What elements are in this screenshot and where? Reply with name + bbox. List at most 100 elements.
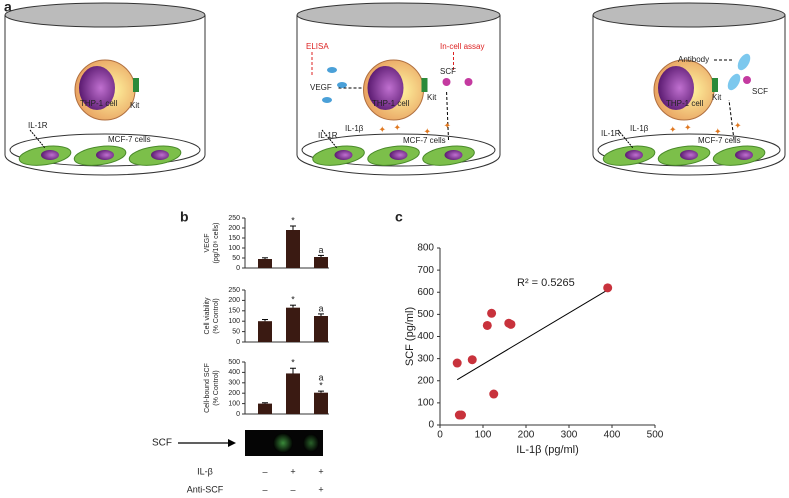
kit-label: Kit	[427, 93, 437, 102]
y-tick-label: 50	[232, 255, 240, 262]
vegf	[327, 67, 337, 73]
arrow	[29, 129, 46, 149]
y-tick-label: 500	[417, 309, 434, 320]
y-tick-label: 400	[417, 331, 434, 342]
annotation: *	[291, 295, 295, 305]
arrow-head	[228, 439, 236, 447]
annotation: a	[318, 245, 323, 255]
y-tick-label: 200	[228, 225, 240, 232]
mcf7-nucleus	[735, 150, 753, 160]
receptor-label: IL-1R	[28, 121, 48, 130]
x-tick-label: 400	[604, 430, 621, 441]
bar	[286, 230, 300, 268]
x-tick-label: 300	[561, 430, 578, 441]
scf	[743, 76, 751, 84]
y-tick-label: 0	[236, 265, 240, 272]
panel-label: b	[180, 209, 189, 225]
y-tick-label: 100	[228, 318, 240, 325]
blot-band	[273, 433, 293, 453]
antibody	[727, 73, 741, 91]
treatment-mark: +	[318, 466, 323, 476]
annotation: R² = 0.5265	[517, 277, 575, 289]
blot-band	[303, 434, 319, 452]
cells-label: MCF-7 cells	[698, 136, 741, 145]
y-tick-label: 300	[417, 353, 434, 364]
y-tick-label: 0	[236, 339, 240, 346]
blot-label: SCF	[152, 438, 172, 449]
kit-receptor	[421, 78, 428, 92]
vessel-top	[296, 2, 501, 28]
kit-receptor	[133, 78, 139, 92]
mcf7-nucleus	[625, 150, 643, 160]
y-tick-label: 150	[228, 308, 240, 315]
y-tick-label: 50	[232, 328, 240, 335]
y-tick-label: 200	[228, 297, 240, 304]
kit-receptor	[712, 78, 718, 92]
kit-label: Kit	[712, 93, 722, 102]
mcf7-nucleus	[334, 150, 353, 160]
treatment-mark: –	[262, 466, 267, 476]
vegf-label: VEGF	[310, 83, 332, 92]
point	[603, 283, 613, 293]
mcf7-nucleus	[389, 150, 408, 160]
bar	[286, 307, 300, 342]
bar	[258, 259, 272, 268]
point	[467, 355, 477, 365]
method-label: ELISA	[306, 42, 329, 51]
y-tick-label: 700	[417, 265, 434, 276]
mcf7-nucleus	[96, 150, 114, 160]
treatment-mark: +	[290, 466, 295, 476]
thp1-nucleus	[79, 66, 115, 110]
annotation: *	[291, 215, 295, 225]
arrow	[728, 99, 735, 141]
arrow	[617, 129, 634, 149]
scf	[442, 78, 451, 86]
y-tick-label: 100	[228, 400, 240, 407]
thp1-nucleus	[658, 66, 694, 110]
antibody-label: Antibody	[678, 55, 709, 64]
y-tick-label: 100	[417, 398, 434, 409]
vegf	[322, 97, 332, 103]
treatment-mark: +	[318, 484, 323, 494]
arrow	[446, 89, 449, 141]
bar	[258, 321, 272, 342]
bar	[314, 257, 328, 268]
bar	[314, 316, 328, 342]
kit-label: Kit	[130, 101, 140, 110]
bar	[258, 403, 272, 414]
fit-line	[456, 290, 606, 381]
vessel-top	[4, 2, 206, 28]
y-tick-label: 500	[228, 359, 240, 366]
y-axis-label: Cell-bound SCF	[204, 363, 211, 413]
panel-label: c	[395, 209, 403, 225]
scf-label: SCF	[752, 87, 768, 96]
vessel-floor	[597, 133, 781, 167]
antibody	[737, 53, 751, 71]
bar	[286, 373, 300, 414]
y-tick-label: 200	[228, 390, 240, 397]
cells-label: MCF-7 cells	[108, 135, 151, 144]
panel-label: a	[4, 0, 12, 15]
point	[487, 308, 497, 318]
arrow	[321, 129, 338, 149]
point	[506, 319, 516, 329]
vessel-floor	[9, 133, 201, 167]
ligand-label: IL-1β	[630, 124, 649, 133]
annotation: *	[319, 380, 323, 390]
vessel-top	[592, 2, 786, 28]
method-label: In-cell assay	[440, 42, 484, 51]
treatment-mark: –	[290, 484, 295, 494]
y-tick-label: 150	[228, 235, 240, 242]
mcf7-nucleus	[41, 150, 59, 160]
y-tick-label: 0	[428, 420, 434, 431]
y-axis-label: VEGF	[204, 233, 211, 252]
vegf	[337, 82, 347, 88]
bar	[314, 392, 328, 414]
il1b-mark: ✦	[714, 126, 722, 136]
il1b-mark: ✦	[734, 120, 742, 130]
y-tick-label: 100	[228, 245, 240, 252]
il1b-mark: ✦	[424, 126, 432, 136]
y-tick-label: 250	[228, 215, 240, 222]
vessel-floor	[301, 133, 496, 167]
